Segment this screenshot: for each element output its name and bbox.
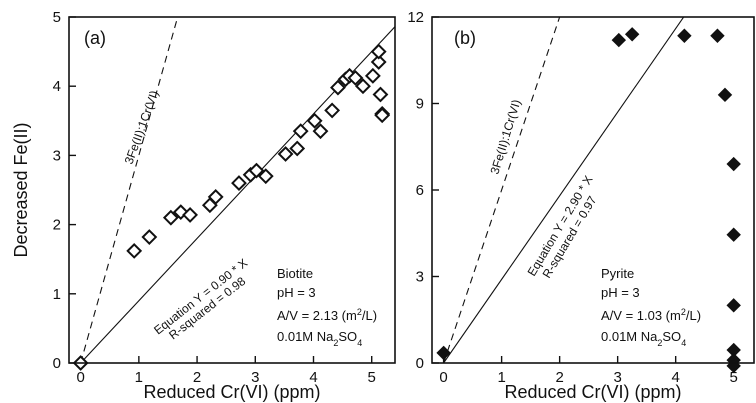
panel-b-salt-sub2: 4 (681, 338, 686, 348)
panel-b-x-axis-title: Reduced Cr(VI) (ppm) (504, 382, 681, 402)
panel-b-av-ratio: A/V = 1.03 (m2/L) (601, 307, 701, 323)
panel-a-av-prefix: A/V = 2.13 (m (277, 308, 357, 323)
panel-b-x-tick-label-5: 5 (730, 369, 738, 386)
panel-a-y-tick-label-1: 1 (53, 286, 61, 303)
panel-a-data-point-10 (248, 162, 265, 179)
panel-a-mineral: Biotite (277, 266, 313, 281)
panel-b-data-point-2 (624, 27, 640, 42)
panel-b-data-point-3 (677, 28, 692, 43)
panel-a-y-tick-label-4: 4 (53, 78, 61, 95)
panel-a-data-point-25 (370, 43, 387, 60)
panel-b-data-point-0 (436, 345, 451, 361)
panel-b-x-tick-label-4: 4 (672, 369, 680, 386)
panel-b-ratio-label: 3Fe(II):1Cr(VI) (487, 98, 523, 176)
panel-b-ratio-line (443, 17, 561, 363)
panel-a-data-point-16 (312, 123, 329, 140)
panel-b-x-tick-label-2: 2 (555, 369, 563, 386)
panel-b-data-point-1 (611, 32, 627, 48)
panel-b-data-point-4 (710, 28, 725, 43)
panel-a-ratio-line (80, 17, 179, 363)
panel-b-fit-line (443, 17, 685, 363)
panel-a-salt-sub1: 2 (333, 338, 338, 348)
panel-a-data-point-18 (330, 79, 346, 96)
panel-a-data-point-11 (257, 168, 274, 185)
panel-a-data-point-7 (207, 189, 224, 205)
panel-b-av-sup: 2 (681, 307, 686, 317)
panel-b-data-point-7 (726, 227, 741, 242)
panel-a-fit-equation: Equation Y = 0.90 * X (151, 256, 250, 338)
panel-b-plot-area (443, 17, 685, 363)
panel-a-info-box: Biotite pH = 3 A/V = 2.13 (m2/L) 0.01M N… (277, 266, 377, 348)
panel-b-y-tick-label-1: 3 (416, 269, 424, 286)
panel-b-x-tick-label-1: 1 (497, 369, 505, 386)
panel-a: 0 1 2 3 4 5 0 1 2 3 4 5 (a) 3Fe(II):1Cr(VI) Equatio… (11, 9, 396, 402)
panel-a-y-axis-title: Decreased Fe(II) (11, 122, 31, 257)
panel-a-av-suffix: /L) (362, 308, 377, 323)
panel-b-y-tick-label-2: 6 (416, 182, 424, 199)
panel-a-data-point-22 (355, 78, 371, 95)
panel-b-x-tick-label-0: 0 (439, 369, 447, 386)
panel-a-data-point-3 (162, 209, 179, 226)
panel-b-label: (b) (454, 28, 476, 48)
panel-a-data-point-14 (292, 123, 309, 140)
panel-b-salt-mid: SO (662, 329, 681, 344)
panel-a-data-point-8 (231, 175, 247, 191)
panel-b-y-tick-label-0: 0 (416, 355, 424, 372)
panel-a-av-sup: 2 (357, 307, 362, 317)
panel-b-data-point-6 (726, 156, 741, 172)
panel-b-salt-sub1: 2 (657, 338, 662, 348)
panel-a-salt-mid: SO (338, 329, 357, 344)
panel-a-data-point-15 (306, 112, 323, 129)
panel-b-av-prefix: A/V = 1.03 (m (601, 308, 681, 323)
panel-a-axis-ticks: 0 1 2 3 4 5 0 1 2 3 4 5 (53, 9, 376, 386)
panel-a-data-point-13 (289, 140, 306, 157)
panel-a-data-point-23 (364, 67, 381, 84)
panel-a-y-tick-label-2: 2 (53, 217, 61, 234)
panel-a-x-tick-label-4: 4 (309, 369, 317, 386)
panel-a-data-point-21 (347, 69, 364, 86)
panel-a-data-point-5 (182, 206, 198, 223)
panel-a-data-points (72, 43, 391, 371)
panel-a-data-point-2 (141, 229, 158, 245)
panel-a-data-point-1 (126, 242, 143, 259)
panel-a-x-tick-label-1: 1 (135, 369, 143, 386)
panel-a-data-point-24 (370, 54, 387, 70)
panel-a-x-tick-label-2: 2 (193, 369, 201, 386)
panel-a-label: (a) (84, 28, 106, 48)
panel-b-y-tick-label-3: 9 (416, 96, 424, 113)
panel-a-y-tick-label-3: 3 (53, 147, 61, 164)
panel-a-salt: 0.01M Na2SO4 (277, 329, 362, 348)
panel-a-data-point-28 (374, 107, 391, 124)
panel-b-frame (431, 16, 755, 364)
panel-b-data-point-5 (717, 87, 733, 103)
panel-a-y-tick-label-5: 5 (53, 9, 61, 26)
panel-b-y-tick-label-4: 12 (407, 9, 424, 26)
panel-a-ph: pH = 3 (277, 285, 316, 300)
panel-a-ratio-label: 3Fe(II):1Cr(VI) (122, 89, 162, 166)
panel-a-salt-prefix: 0.01M Na (277, 329, 334, 344)
panel-b-salt-prefix: 0.01M Na (601, 329, 658, 344)
panel-b-ph: pH = 3 (601, 285, 640, 300)
panel-a-data-point-17 (324, 102, 341, 119)
panel-b-mineral: Pyrite (601, 266, 634, 281)
panel-a-x-axis-title: Reduced Cr(VI) (ppm) (143, 382, 320, 402)
panel-b-info-box: Pyrite pH = 3 A/V = 1.03 (m2/L) 0.01M Na… (601, 266, 701, 348)
panel-a-x-tick-label-5: 5 (368, 369, 376, 386)
panel-b-av-suffix: /L) (686, 308, 701, 323)
panel-a-salt-sub2: 4 (357, 338, 362, 348)
panel-a-data-point-26 (372, 86, 389, 103)
panel-a-frame (68, 16, 396, 364)
panel-b-salt: 0.01M Na2SO4 (601, 329, 686, 348)
panel-a-x-tick-label-3: 3 (251, 369, 259, 386)
panel-a-data-point-12 (277, 146, 294, 162)
panel-b-data-point-8 (726, 298, 741, 313)
panel-b-x-tick-label-3: 3 (613, 369, 621, 386)
panel-a-y-tick-label-0: 0 (53, 355, 61, 372)
panel-a-av-ratio: A/V = 2.13 (m2/L) (277, 307, 377, 323)
panel-a-x-tick-label-0: 0 (76, 369, 84, 386)
